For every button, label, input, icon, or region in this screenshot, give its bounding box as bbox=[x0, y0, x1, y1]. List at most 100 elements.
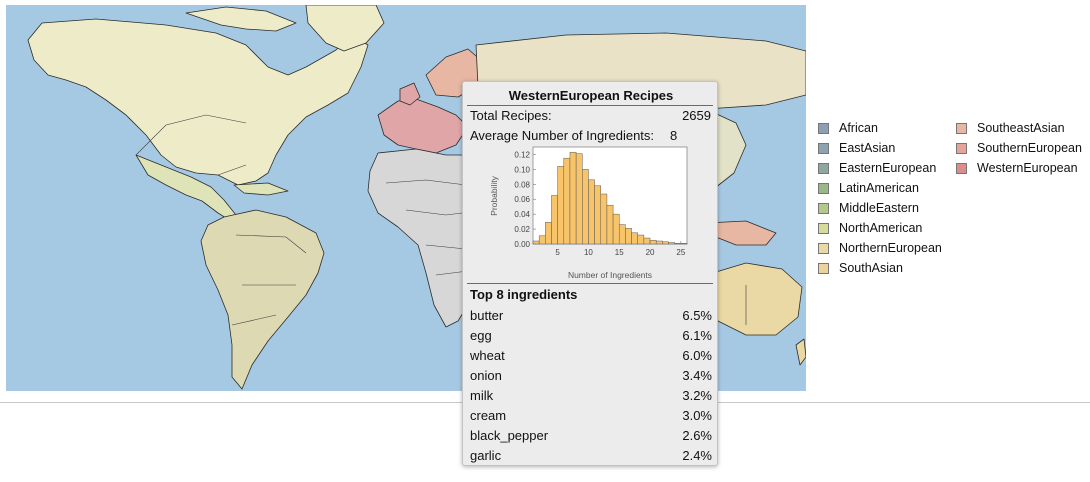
histogram-bar bbox=[643, 237, 651, 245]
histogram-bar bbox=[557, 166, 565, 245]
legend-swatch bbox=[818, 262, 829, 274]
histogram-y-axis-label: Probability bbox=[489, 175, 499, 215]
histogram-bar bbox=[532, 240, 540, 245]
ingredient-percent: 6.1% bbox=[682, 328, 712, 343]
legend-column-1: African EastAsian EasternEuropean LatinA… bbox=[818, 118, 942, 278]
map-region-british-isles[interactable] bbox=[399, 82, 421, 106]
ingredient-row: onion 3.4% bbox=[470, 368, 712, 388]
legend-swatch bbox=[818, 122, 829, 134]
ingredient-row: egg 6.1% bbox=[470, 328, 712, 348]
histogram-x-tick-label: 10 bbox=[584, 248, 593, 257]
legend-swatch bbox=[818, 202, 829, 214]
ingredient-percent: 2.4% bbox=[682, 448, 712, 463]
histogram-y-tick-label: 0.00 bbox=[514, 240, 530, 249]
histogram-bar bbox=[625, 228, 632, 245]
histogram-bar bbox=[545, 222, 552, 245]
legend-label: NorthAmerican bbox=[839, 221, 923, 235]
ingredient-row: butter 6.5% bbox=[470, 308, 712, 328]
ingredient-row: milk 3.2% bbox=[470, 388, 712, 408]
histogram-bar bbox=[674, 243, 682, 245]
histogram-bar bbox=[551, 195, 558, 245]
histogram-bar bbox=[668, 242, 675, 245]
total-recipes-label: Total Recipes: bbox=[470, 108, 552, 123]
legend-swatch bbox=[818, 182, 829, 194]
legend-label: NorthernEuropean bbox=[839, 241, 942, 255]
legend-swatch bbox=[818, 142, 829, 154]
legend-swatch bbox=[818, 242, 829, 254]
histogram-x-tick-label: 5 bbox=[555, 248, 560, 257]
legend-label: EasternEuropean bbox=[839, 161, 937, 175]
region-tooltip: WesternEuropean Recipes Total Recipes: 2… bbox=[462, 81, 718, 466]
legend-label: SoutheastAsian bbox=[977, 121, 1065, 135]
ingredient-row: garlic 2.4% bbox=[470, 448, 712, 468]
ingredient-percent: 6.0% bbox=[682, 348, 712, 363]
histogram-bar bbox=[606, 204, 614, 245]
legend-swatch bbox=[956, 122, 967, 134]
histogram-bar bbox=[575, 153, 583, 245]
legend-label: African bbox=[839, 121, 878, 135]
map-region-greenland[interactable] bbox=[305, 5, 385, 52]
legend-label: LatinAmerican bbox=[839, 181, 919, 195]
legend-item: MiddleEastern bbox=[818, 198, 942, 218]
legend-item: EastAsian bbox=[818, 138, 942, 158]
histogram-x-tick-label: 15 bbox=[615, 248, 624, 257]
histogram-bar bbox=[563, 157, 571, 245]
legend-item: SouthernEuropean bbox=[956, 138, 1082, 158]
histogram-x-axis-label: Number of Ingredients bbox=[568, 270, 652, 280]
histogram-bar bbox=[649, 240, 657, 245]
legend-item: NorthernEuropean bbox=[818, 238, 942, 258]
histogram-y-tick-label: 0.04 bbox=[514, 210, 530, 219]
legend-column-2: SoutheastAsian SouthernEuropean WesternE… bbox=[956, 118, 1082, 178]
histogram-bar bbox=[631, 232, 638, 245]
avg-ingredients-value: 8 bbox=[670, 128, 678, 143]
histogram-bar bbox=[612, 213, 620, 245]
map-region-australia[interactable] bbox=[705, 262, 803, 336]
histogram-bar bbox=[680, 243, 688, 245]
ingredient-name: onion bbox=[470, 368, 502, 383]
histogram-y-tick-label: 0.12 bbox=[514, 150, 530, 159]
histogram-bar bbox=[655, 240, 663, 245]
histogram-y-tick-label: 0.02 bbox=[514, 225, 530, 234]
ingredient-percent: 3.0% bbox=[682, 408, 712, 423]
map-region-caribbean[interactable] bbox=[233, 182, 289, 196]
histogram-y-tick-label: 0.10 bbox=[514, 165, 530, 174]
legend-item: African bbox=[818, 118, 942, 138]
histogram-bar bbox=[637, 234, 645, 245]
ingredient-percent: 2.6% bbox=[682, 428, 712, 443]
map-region-arctic-islands[interactable] bbox=[185, 6, 297, 32]
map-region-south-america[interactable] bbox=[200, 209, 325, 390]
tooltip-divider bbox=[467, 105, 713, 106]
ingredient-name: black_pepper bbox=[470, 428, 549, 443]
legend-item: WesternEuropean bbox=[956, 158, 1082, 178]
histogram-bar bbox=[569, 151, 577, 245]
histogram-bar bbox=[582, 169, 589, 245]
ingredient-name: egg bbox=[470, 328, 492, 343]
histogram-bar bbox=[662, 241, 669, 245]
world-map-svg bbox=[27, 5, 806, 390]
map-region-new-zealand[interactable] bbox=[795, 338, 806, 366]
legend-label: SouthAsian bbox=[839, 261, 903, 275]
ingredient-percent: 3.4% bbox=[682, 368, 712, 383]
ingredient-name: cream bbox=[470, 408, 507, 423]
ingredient-name: wheat bbox=[470, 348, 505, 363]
legend-item: NorthAmerican bbox=[818, 218, 942, 238]
map-region-western-europe[interactable] bbox=[377, 98, 469, 154]
total-recipes-value: 2659 bbox=[682, 108, 711, 123]
legend-label: EastAsian bbox=[839, 141, 896, 155]
histogram-bar bbox=[594, 185, 602, 245]
map-region-north-america[interactable] bbox=[27, 18, 369, 186]
legend-swatch bbox=[956, 142, 967, 154]
ingredient-row: wheat 6.0% bbox=[470, 348, 712, 368]
histogram-bar bbox=[588, 179, 595, 245]
legend-label: MiddleEastern bbox=[839, 201, 919, 215]
legend-label: WesternEuropean bbox=[977, 161, 1078, 175]
legend-swatch bbox=[956, 162, 967, 174]
tooltip-title: WesternEuropean Recipes bbox=[508, 88, 674, 103]
histogram-x-tick-label: 25 bbox=[676, 248, 685, 257]
legend-swatch bbox=[818, 222, 829, 234]
legend-item: SoutheastAsian bbox=[956, 118, 1082, 138]
legend-swatch bbox=[818, 162, 829, 174]
top-ingredients-heading: Top 8 ingredients bbox=[470, 287, 578, 302]
legend-label: SouthernEuropean bbox=[977, 141, 1082, 155]
ingredient-name: garlic bbox=[470, 448, 502, 463]
